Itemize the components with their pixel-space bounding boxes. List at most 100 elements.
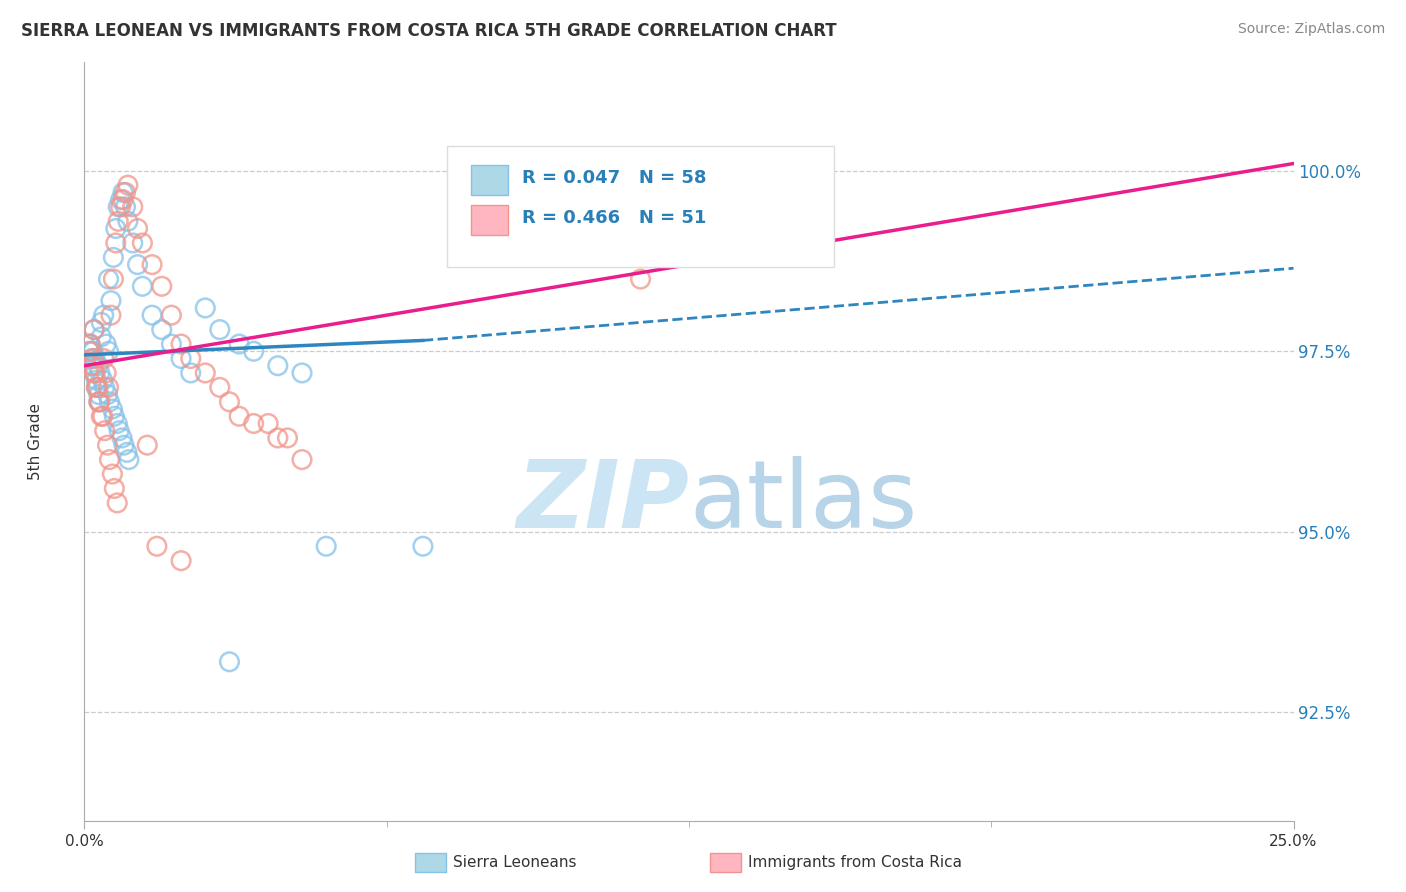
Point — [291, 452, 314, 467]
Point — [86, 380, 108, 394]
Point — [97, 438, 120, 452]
Point — [84, 351, 107, 366]
Text: Sierra Leoneans: Sierra Leoneans — [453, 855, 576, 870]
Point — [87, 394, 110, 409]
Point — [103, 409, 125, 424]
Point — [101, 402, 124, 417]
Point — [80, 344, 103, 359]
Point — [146, 539, 169, 553]
Point — [79, 337, 101, 351]
Point — [77, 344, 100, 359]
Point — [91, 373, 114, 387]
Point — [86, 373, 108, 387]
Point — [117, 214, 139, 228]
Point — [115, 445, 138, 459]
Point — [87, 359, 110, 373]
Point — [83, 366, 105, 380]
Text: 5th Grade: 5th Grade — [28, 403, 44, 480]
Text: ZIP: ZIP — [516, 456, 689, 549]
Point — [136, 438, 159, 452]
Point — [242, 417, 264, 431]
Point — [114, 200, 136, 214]
Point — [100, 293, 122, 308]
FancyBboxPatch shape — [471, 205, 508, 235]
Text: Source: ZipAtlas.com: Source: ZipAtlas.com — [1237, 22, 1385, 37]
Point — [86, 380, 108, 394]
Point — [194, 301, 217, 315]
Point — [104, 221, 127, 235]
Point — [77, 337, 100, 351]
Point — [121, 235, 143, 250]
Point — [80, 359, 103, 373]
Point — [150, 279, 173, 293]
Point — [228, 409, 250, 424]
Point — [208, 323, 231, 337]
Point — [117, 178, 139, 193]
Point — [141, 258, 163, 272]
Point — [97, 380, 120, 394]
Point — [89, 394, 111, 409]
Point — [141, 308, 163, 322]
FancyBboxPatch shape — [447, 145, 834, 268]
Point — [93, 351, 115, 366]
Point — [94, 366, 117, 380]
Point — [127, 221, 149, 235]
Point — [90, 409, 112, 424]
FancyBboxPatch shape — [471, 165, 508, 195]
Point — [194, 366, 217, 380]
Point — [110, 193, 132, 207]
Point — [83, 323, 105, 337]
Point — [242, 344, 264, 359]
Point — [110, 200, 132, 214]
Point — [131, 279, 153, 293]
Point — [80, 351, 103, 366]
Point — [87, 394, 110, 409]
Point — [97, 272, 120, 286]
Text: atlas: atlas — [689, 456, 917, 549]
Point — [107, 200, 129, 214]
Point — [170, 351, 193, 366]
Point — [93, 380, 115, 394]
Point — [114, 186, 136, 200]
Point — [112, 186, 135, 200]
Point — [127, 258, 149, 272]
Point — [90, 315, 112, 329]
Point — [121, 200, 143, 214]
Point — [105, 417, 128, 431]
Point — [82, 351, 104, 366]
Point — [107, 214, 129, 228]
Point — [112, 193, 135, 207]
Point — [630, 272, 652, 286]
Point — [87, 387, 110, 401]
Text: SIERRA LEONEAN VS IMMIGRANTS FROM COSTA RICA 5TH GRADE CORRELATION CHART: SIERRA LEONEAN VS IMMIGRANTS FROM COSTA … — [21, 22, 837, 40]
Point — [103, 251, 125, 265]
Point — [98, 394, 121, 409]
Point — [93, 308, 115, 322]
Point — [83, 359, 105, 373]
Point — [160, 337, 183, 351]
Point — [90, 330, 112, 344]
Point — [84, 366, 107, 380]
Point — [91, 409, 114, 424]
Point — [83, 366, 105, 380]
Point — [103, 482, 125, 496]
Point — [105, 496, 128, 510]
Point — [87, 380, 110, 394]
Point — [111, 431, 134, 445]
Point — [131, 235, 153, 250]
Point — [108, 424, 131, 438]
Point — [97, 387, 120, 401]
Point — [89, 366, 111, 380]
Point — [103, 272, 125, 286]
Point — [82, 344, 104, 359]
Point — [93, 424, 115, 438]
Point — [101, 467, 124, 481]
Point — [118, 452, 141, 467]
Point — [112, 438, 135, 452]
Text: R = 0.047   N = 58: R = 0.047 N = 58 — [522, 169, 707, 187]
Point — [291, 366, 314, 380]
Point — [160, 308, 183, 322]
Point — [218, 655, 240, 669]
Point — [315, 539, 337, 553]
Point — [180, 351, 202, 366]
